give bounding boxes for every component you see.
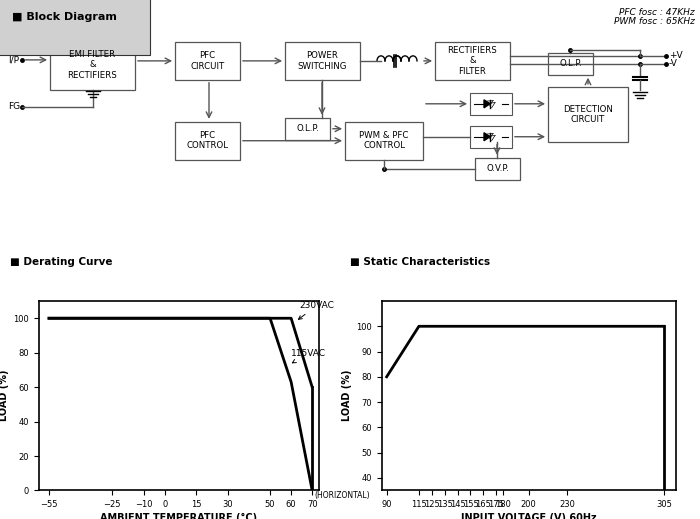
Polygon shape bbox=[484, 133, 490, 141]
Text: (HORIZONTAL): (HORIZONTAL) bbox=[314, 491, 370, 500]
Text: DETECTION
CIRCUIT: DETECTION CIRCUIT bbox=[563, 105, 613, 124]
Bar bbox=[285, 118, 330, 140]
Bar bbox=[470, 93, 512, 115]
Text: +V: +V bbox=[669, 51, 682, 60]
Text: -V: -V bbox=[669, 59, 678, 69]
Text: PFC fosc : 47KHz: PFC fosc : 47KHz bbox=[620, 8, 695, 17]
Bar bbox=[50, 40, 135, 90]
Y-axis label: LOAD (%): LOAD (%) bbox=[342, 370, 352, 421]
Text: O.L.P.: O.L.P. bbox=[296, 124, 319, 133]
Polygon shape bbox=[49, 318, 312, 490]
Text: O.L.P.: O.L.P. bbox=[559, 59, 582, 69]
Bar bbox=[548, 87, 628, 142]
Text: RECTIFIERS
&
FILTER: RECTIFIERS & FILTER bbox=[447, 46, 498, 76]
Text: PFC
CONTROL: PFC CONTROL bbox=[186, 131, 228, 151]
Text: FG: FG bbox=[8, 102, 20, 111]
Text: POWER
SWITCHING: POWER SWITCHING bbox=[298, 51, 347, 71]
Bar bbox=[285, 42, 360, 80]
Text: ■ Block Diagram: ■ Block Diagram bbox=[12, 12, 117, 22]
Bar bbox=[175, 122, 240, 160]
Bar bbox=[175, 42, 240, 80]
Bar bbox=[345, 122, 423, 160]
Polygon shape bbox=[484, 100, 490, 108]
Text: 230VAC: 230VAC bbox=[298, 301, 335, 319]
Bar bbox=[470, 126, 512, 148]
Bar bbox=[548, 53, 593, 75]
Text: PWM & PFC
CONTROL: PWM & PFC CONTROL bbox=[359, 131, 409, 151]
Text: PWM fosc : 65KHz: PWM fosc : 65KHz bbox=[614, 17, 695, 26]
X-axis label: INPUT VOLTAGE (V) 60Hz: INPUT VOLTAGE (V) 60Hz bbox=[461, 513, 596, 519]
Text: ■ Static Characteristics: ■ Static Characteristics bbox=[350, 257, 490, 267]
X-axis label: AMBIENT TEMPERATURE (°C): AMBIENT TEMPERATURE (°C) bbox=[100, 513, 257, 519]
Text: PFC
CIRCUIT: PFC CIRCUIT bbox=[190, 51, 225, 71]
Text: O.V.P.: O.V.P. bbox=[486, 164, 509, 173]
Y-axis label: LOAD (%): LOAD (%) bbox=[0, 370, 9, 421]
Text: ■ Derating Curve: ■ Derating Curve bbox=[10, 257, 113, 267]
Text: 115VAC: 115VAC bbox=[291, 349, 326, 363]
Bar bbox=[435, 42, 510, 80]
Bar bbox=[475, 158, 520, 180]
Text: I/P: I/P bbox=[8, 56, 19, 64]
Text: EMI FILTER
&
RECTIFIERS: EMI FILTER & RECTIFIERS bbox=[68, 50, 118, 80]
